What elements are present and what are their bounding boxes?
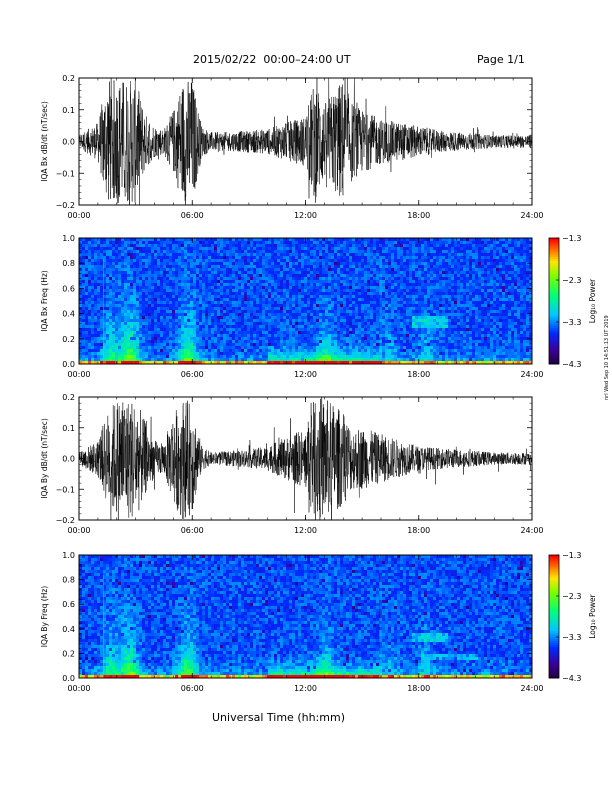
x-axis-title: Universal Time (hh:mm) [212,711,345,724]
spectrogram-panel-1: 00:00 06:00 12:00 18:00 24:00 1.0 0.8 0.6 0.4 0.2… [40,234,597,379]
x-tick-label: 24:00 [520,211,543,220]
plot-frame [78,396,533,521]
colorbar-tick-label: −2.3 [562,592,581,601]
x-tick-label: 18:00 [407,211,430,220]
x-tick-label: 24:00 [520,684,543,693]
x-tick-label: 06:00 [181,211,204,220]
colorbar-label: Log₁₀ Power [588,593,597,638]
waveform-series-line [79,397,532,520]
y-tick-label: 0.6 [62,600,75,609]
x-tick-label: 12:00 [294,526,317,535]
spectrogram-panel-3: 00:00 06:00 12:00 18:00 24:00 1.0 0.8 0.6 0.4 0.2… [40,551,597,693]
colorbar-tick-label: −3.3 [562,633,581,642]
page-title: 2015/02/22 00:00–24:00 UT [193,53,351,66]
colorbar-tick-label: −3.3 [562,318,581,327]
x-tick-label: 00:00 [67,684,90,693]
x-tick-label: 06:00 [181,684,204,693]
colorbar-tick-label: −1.3 [562,234,581,243]
x-tick-label: 00:00 [67,211,90,220]
x-tick-label: 18:00 [407,684,430,693]
y-tick-label: 0.0 [62,455,75,464]
y-tick-label: 0.6 [62,284,75,293]
colorbar-frame [548,554,560,679]
y-axis-label: IQA By dB/dt (nT/sec) [40,418,49,499]
colorbar-3: −1.3 −2.3 −3.3 −4.3 Log₁₀ Power [548,551,597,683]
y-tick-label: 1.0 [62,234,75,243]
side-stamp: nrl Wed Sep 10 14:51:13 UT 2019 [604,315,610,400]
y-tick-label: 0.2 [62,74,75,83]
y-tick-label: −0.1 [56,485,75,494]
y-tick-label: 0.2 [62,393,75,402]
x-tick-label: 24:00 [520,526,543,535]
x-tick-label: 00:00 [67,526,90,535]
x-tick-label: 00:00 [67,370,90,379]
x-tick-label: 06:00 [181,526,204,535]
waveform-panel-2: 00:00 06:00 12:00 18:00 24:00 0.2 0.1 0.0 −0.1 −0… [40,393,544,535]
y-tick-label: −0.1 [56,169,75,178]
colorbar-tick-label: −1.3 [562,551,581,560]
colorbar-1: −1.3 −2.3 −3.3 −4.3 Log₁₀ Power [548,234,597,369]
page-number: Page 1/1 [477,53,525,66]
plot-frame [78,554,533,679]
plot-frame [78,77,533,206]
y-tick-label: 0.4 [62,310,75,319]
y-axis-label: IQA Bx dB/dt (nT/sec) [40,101,49,182]
y-tick-label: 0.8 [62,259,75,268]
colorbar-tick-label: −4.3 [562,674,581,683]
x-tick-label: 18:00 [407,370,430,379]
y-tick-label: 1.0 [62,551,75,560]
x-tick-label: 12:00 [294,211,317,220]
plot-frame [78,237,533,365]
y-tick-label: 0.0 [62,360,75,369]
x-tick-label: 24:00 [520,370,543,379]
spectrogram-cells [79,555,532,678]
colorbar-tick-label: −4.3 [562,360,581,369]
y-tick-label: 0.2 [62,649,75,658]
y-tick-label: 0.0 [62,138,75,147]
waveform-series-line [79,78,532,205]
y-tick-label: 0.8 [62,576,75,585]
y-tick-label: 0.1 [62,424,75,433]
waveform-panel-0: 00:00 06:00 12:00 18:00 24:00 0.2 0.1 0.0 −0.1 −0… [40,74,544,220]
colorbar-frame [548,237,560,365]
y-axis-label: IQA Bx Freq (Hz) [40,270,49,332]
y-axis-label: IQA By Freq (Hz) [40,586,49,648]
spectrogram-cells [79,238,532,364]
x-tick-label: 06:00 [181,370,204,379]
y-tick-label: −0.2 [56,201,75,210]
x-tick-label: 18:00 [407,526,430,535]
x-tick-label: 12:00 [294,684,317,693]
y-tick-label: 0.2 [62,335,75,344]
y-tick-label: 0.0 [62,674,75,683]
y-tick-label: 0.4 [62,625,75,634]
x-tick-label: 12:00 [294,370,317,379]
colorbar-tick-label: −2.3 [562,276,581,285]
colorbar-label: Log₁₀ Power [588,278,597,323]
y-tick-label: −0.2 [56,516,75,525]
y-tick-label: 0.1 [62,106,75,115]
